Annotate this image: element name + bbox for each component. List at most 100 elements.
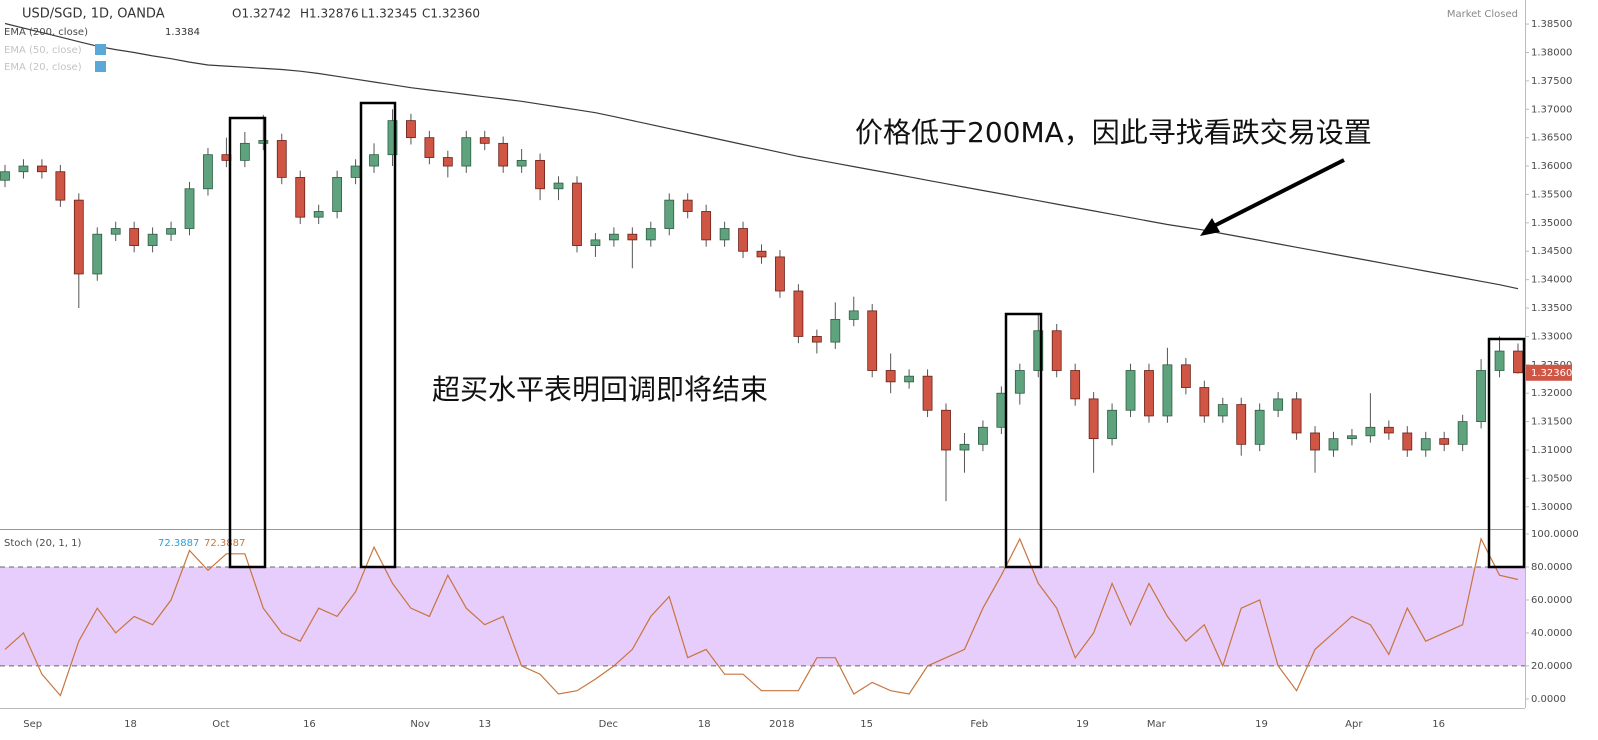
candle-body [479, 137, 490, 144]
y-tick-label: 1.38500 [1531, 19, 1572, 30]
candle-body [867, 310, 878, 371]
candle-body [1494, 350, 1505, 371]
annotation: 超买水平表明回调即将结束 [432, 373, 768, 406]
y-tick-label: 80.0000 [1531, 562, 1572, 573]
candle-body [1254, 409, 1265, 445]
candle-body [516, 159, 527, 167]
y-tick-label: 1.34000 [1531, 275, 1572, 286]
candle-body [775, 256, 785, 292]
ohlc-low: L1.32345 [361, 7, 417, 21]
candle-body [461, 137, 472, 167]
candle-body [498, 142, 509, 167]
candle-body [682, 199, 693, 212]
candle-body [18, 165, 29, 173]
y-tick-label: 1.37500 [1531, 76, 1572, 87]
candle-body [756, 250, 767, 258]
candle-body [129, 228, 140, 246]
x-tick-label: 18 [124, 719, 137, 730]
stoch-legend[interactable]: Stoch (20, 1, 1) [4, 538, 81, 549]
candle-body [442, 157, 453, 167]
candle-body [922, 375, 933, 411]
ema20-legend[interactable]: EMA (20, close) [4, 62, 82, 73]
ema200-legend[interactable]: EMA (200, close) [4, 27, 88, 38]
y-tick-label: 1.31500 [1531, 417, 1572, 428]
symbol-title[interactable]: USD/SGD, 1D, OANDA [22, 7, 165, 22]
candle-body [1439, 438, 1450, 445]
candle-body [1051, 330, 1062, 371]
candle-body [590, 239, 601, 246]
x-tick-label: 15 [860, 719, 873, 730]
candle-body [37, 165, 47, 173]
y-tick-label: 1.35000 [1531, 218, 1572, 229]
price-tag-label: 1.32360 [1531, 368, 1572, 379]
candle-body [904, 375, 915, 383]
y-tick-label: 1.32000 [1531, 388, 1572, 399]
candle-body [203, 154, 213, 190]
candle-body [1125, 370, 1136, 411]
arrow [1205, 158, 1345, 232]
x-tick-label: 19 [1255, 719, 1268, 730]
candle-body [738, 228, 748, 252]
candle-body [110, 228, 121, 235]
highlight-box [1004, 312, 1043, 569]
candle-body [959, 443, 970, 451]
candle-body [996, 392, 1007, 428]
y-tick-label: 20.0000 [1531, 661, 1572, 672]
candle-body [55, 171, 66, 201]
candle-body [848, 310, 859, 320]
x-tick-label: Nov [410, 719, 430, 730]
candle-body [1014, 370, 1025, 394]
y-tick-label: 1.36500 [1531, 133, 1572, 144]
candle-body [830, 318, 841, 343]
highlight-box [1487, 337, 1526, 569]
candle-body [608, 233, 619, 241]
stoch-line [4, 537, 1519, 697]
x-tick-label: Oct [212, 719, 229, 730]
candle-body [147, 233, 158, 246]
x-tick-label: 13 [478, 719, 491, 730]
candle-body [258, 140, 269, 144]
ohlc-close: C1.32360 [422, 7, 480, 21]
candle-body [1033, 330, 1044, 371]
x-tick-label: Feb [970, 719, 988, 730]
ema50-legend[interactable]: EMA (50, close) [4, 45, 82, 56]
y-tick-label: 1.31000 [1531, 445, 1572, 456]
x-tick-label: Sep [23, 719, 42, 730]
x-tick-label: Mar [1147, 719, 1167, 730]
candle-body [664, 199, 675, 229]
candle-body [701, 211, 712, 241]
candle-body [645, 228, 656, 241]
ema200-value: 1.3384 [165, 27, 200, 38]
candle-body [627, 233, 638, 241]
y-tick-label: 1.35500 [1531, 189, 1572, 200]
visibility-icon[interactable] [95, 61, 106, 72]
y-tick-label: 1.30500 [1531, 473, 1572, 484]
candle-body [941, 409, 951, 451]
candle-body [332, 177, 343, 212]
candle-body [0, 171, 10, 181]
ema-line [4, 22, 1519, 290]
candle-body [1180, 364, 1191, 388]
y-tick-label: 1.33500 [1531, 303, 1572, 314]
x-tick-label: 16 [1432, 719, 1445, 730]
candle-body [1513, 350, 1523, 374]
candle-body [978, 426, 988, 445]
candle-body [424, 137, 435, 158]
candle-body [387, 120, 398, 156]
y-tick-label: 1.38000 [1531, 47, 1572, 58]
candle-body [239, 142, 250, 161]
arrow-head [1200, 218, 1220, 236]
candle-body [406, 120, 416, 139]
candle-body [369, 154, 379, 167]
y-tick-label: 1.33000 [1531, 331, 1572, 342]
candle-body [1070, 370, 1081, 400]
visibility-icon[interactable] [95, 44, 106, 55]
candle-body [1236, 404, 1247, 445]
ohlc-open: O1.32742 [232, 7, 291, 21]
candle-body [1088, 398, 1099, 440]
candle-body [1383, 426, 1394, 434]
candle-body [1107, 409, 1117, 440]
candle-body [1365, 426, 1376, 437]
candle-body [1328, 438, 1339, 451]
